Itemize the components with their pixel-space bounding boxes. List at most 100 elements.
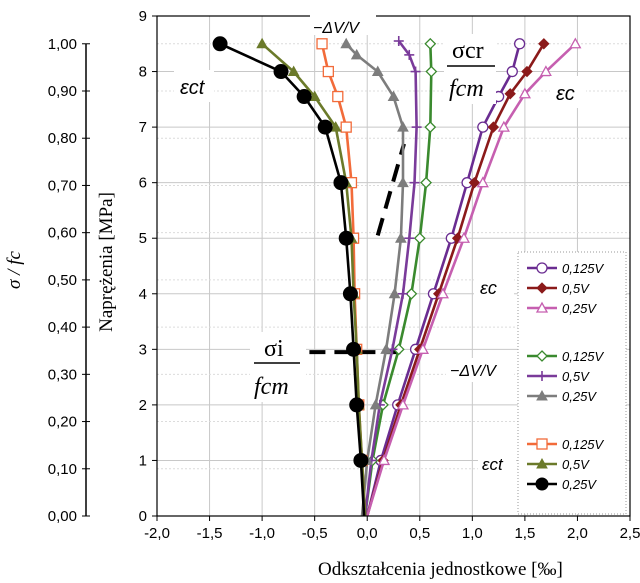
- data-point-marker: [342, 286, 358, 302]
- y2-tick-label: 0,70: [48, 177, 77, 194]
- series-line: [345, 42, 405, 517]
- sigma-cr-box: [444, 34, 496, 104]
- series-line: [363, 40, 418, 517]
- legend-label: 0,5V: [562, 281, 590, 296]
- data-point-marker: [405, 287, 418, 300]
- data-point-marker: [521, 65, 533, 78]
- data-point-marker: [397, 121, 409, 132]
- data-point-marker: [424, 37, 437, 50]
- data-point-marker: [536, 350, 548, 362]
- data-point-marker: [497, 120, 510, 132]
- data-point-marker: [393, 36, 404, 46]
- data-point-marker: [410, 66, 421, 77]
- x-tick-label: -2,0: [144, 525, 170, 542]
- data-point-marker: [387, 90, 400, 102]
- sigma-cr-dashed-line: [375, 143, 406, 236]
- data-point-marker: [349, 397, 365, 413]
- data-point-marker: [537, 371, 547, 381]
- data-point-marker: [518, 87, 531, 99]
- y-tick-label: 7: [139, 119, 147, 136]
- data-point-marker: [404, 49, 415, 60]
- data-point-marker: [256, 37, 268, 49]
- y-tick-labels: 0 1 2 3 4 5 6 7 8 9: [139, 8, 157, 525]
- data-point-marker: [332, 90, 344, 103]
- x-tick-label: -0,5: [302, 525, 328, 542]
- y2-axis-title: σ / fc: [4, 251, 25, 289]
- data-point-marker: [316, 38, 328, 50]
- legend-label: 0,125V: [562, 261, 605, 276]
- legend-entry: 0,25V: [527, 301, 597, 316]
- legend-delta-v-label: −ΔV/V: [450, 363, 497, 380]
- legend-label: 0,5V: [562, 369, 590, 384]
- data-point-marker: [411, 122, 422, 133]
- data-point-marker: [477, 121, 489, 133]
- y-axis-title: Naprężenia [MPa]: [96, 192, 117, 332]
- x-axis-title: Odkształcenia jednostkowe [‰]: [318, 559, 563, 580]
- data-point-marker: [504, 88, 516, 100]
- data-point-marker: [506, 65, 518, 78]
- legend-entry: 0,125V: [527, 349, 605, 364]
- x-tick-label: 1,5: [514, 525, 535, 542]
- y-tick-label: 3: [139, 341, 147, 358]
- data-point-marker: [380, 343, 392, 354]
- eps-ct-box: [174, 70, 214, 102]
- data-point-marker: [476, 176, 489, 188]
- y-tick-label: 6: [139, 175, 147, 192]
- data-point-marker: [333, 175, 349, 191]
- series-layer: [212, 36, 582, 517]
- legend-entry: 0,5V: [527, 281, 590, 296]
- y-tick-label: 5: [139, 230, 147, 247]
- series-4: [363, 36, 422, 517]
- data-point-marker: [535, 477, 549, 491]
- x-tick-label: 1,0: [462, 525, 483, 542]
- sigma-i-label: σi: [264, 336, 284, 362]
- delta-v-top-label: −ΔV/V: [313, 20, 360, 37]
- data-point-marker: [350, 48, 363, 60]
- eps-c-box: [550, 76, 586, 108]
- legend-eps-ct-label: εct: [482, 455, 504, 474]
- data-point-marker: [513, 38, 526, 50]
- data-point-marker: [329, 121, 342, 132]
- y2-tick-label: 1,00: [48, 36, 77, 53]
- data-point-marker: [569, 37, 582, 49]
- legend: 0,125V 0,5V 0,25V 0,125V 0,5V 0,25V 0,125V 0,5V…: [517, 251, 627, 515]
- legend-box: [517, 251, 627, 515]
- y-tick-label: 4: [139, 286, 147, 303]
- data-point-marker: [536, 457, 548, 469]
- annotations: −ΔV/V σcr fcm σi fcm εct εc εc −ΔV/V εct: [174, 15, 586, 476]
- data-point-marker: [536, 389, 548, 401]
- data-point-marker: [369, 398, 382, 410]
- y2-tick-label: 0,90: [48, 83, 77, 100]
- data-point-marker: [395, 232, 407, 243]
- y-tick-label: 1: [139, 452, 147, 469]
- data-point-marker: [536, 262, 548, 274]
- data-point-marker: [536, 282, 548, 294]
- y2-tick-label: 0,60: [48, 225, 77, 242]
- eps-ct-label: εct: [180, 77, 206, 99]
- y2-tick-label: 0,00: [48, 508, 77, 525]
- data-point-marker: [340, 37, 353, 49]
- x-tick-label: -1,5: [197, 525, 223, 542]
- x-tick-label: 2,5: [620, 525, 640, 542]
- y2-tick-labels: 0,00 0,10 0,20 0,30 0,40 0,50 0,60 0,70 0,80 0,90…: [48, 36, 90, 525]
- data-point-marker: [536, 438, 548, 450]
- legend-label: 0,125V: [562, 437, 605, 452]
- data-point-marker: [396, 398, 410, 410]
- data-point-marker: [409, 177, 420, 188]
- x-tick-label: 0,0: [357, 525, 378, 542]
- legend-eps-c-label: εc: [480, 278, 497, 298]
- sigma-cr-label: σcr: [452, 38, 484, 64]
- y2-tick-label: 0,10: [48, 461, 77, 478]
- data-point-marker: [371, 65, 384, 77]
- legend-delta-v-box: [446, 358, 514, 382]
- data-point-marker: [353, 452, 369, 468]
- series-2: [365, 37, 582, 517]
- legend-label: 0,25V: [562, 301, 597, 316]
- data-point-marker: [392, 343, 405, 356]
- eps-c-label: εc: [556, 83, 575, 105]
- data-point-marker: [322, 65, 334, 78]
- data-point-marker: [538, 38, 550, 50]
- x-tick-label: 2,0: [567, 525, 588, 542]
- data-point-marker: [338, 230, 354, 246]
- data-point-marker: [424, 121, 437, 134]
